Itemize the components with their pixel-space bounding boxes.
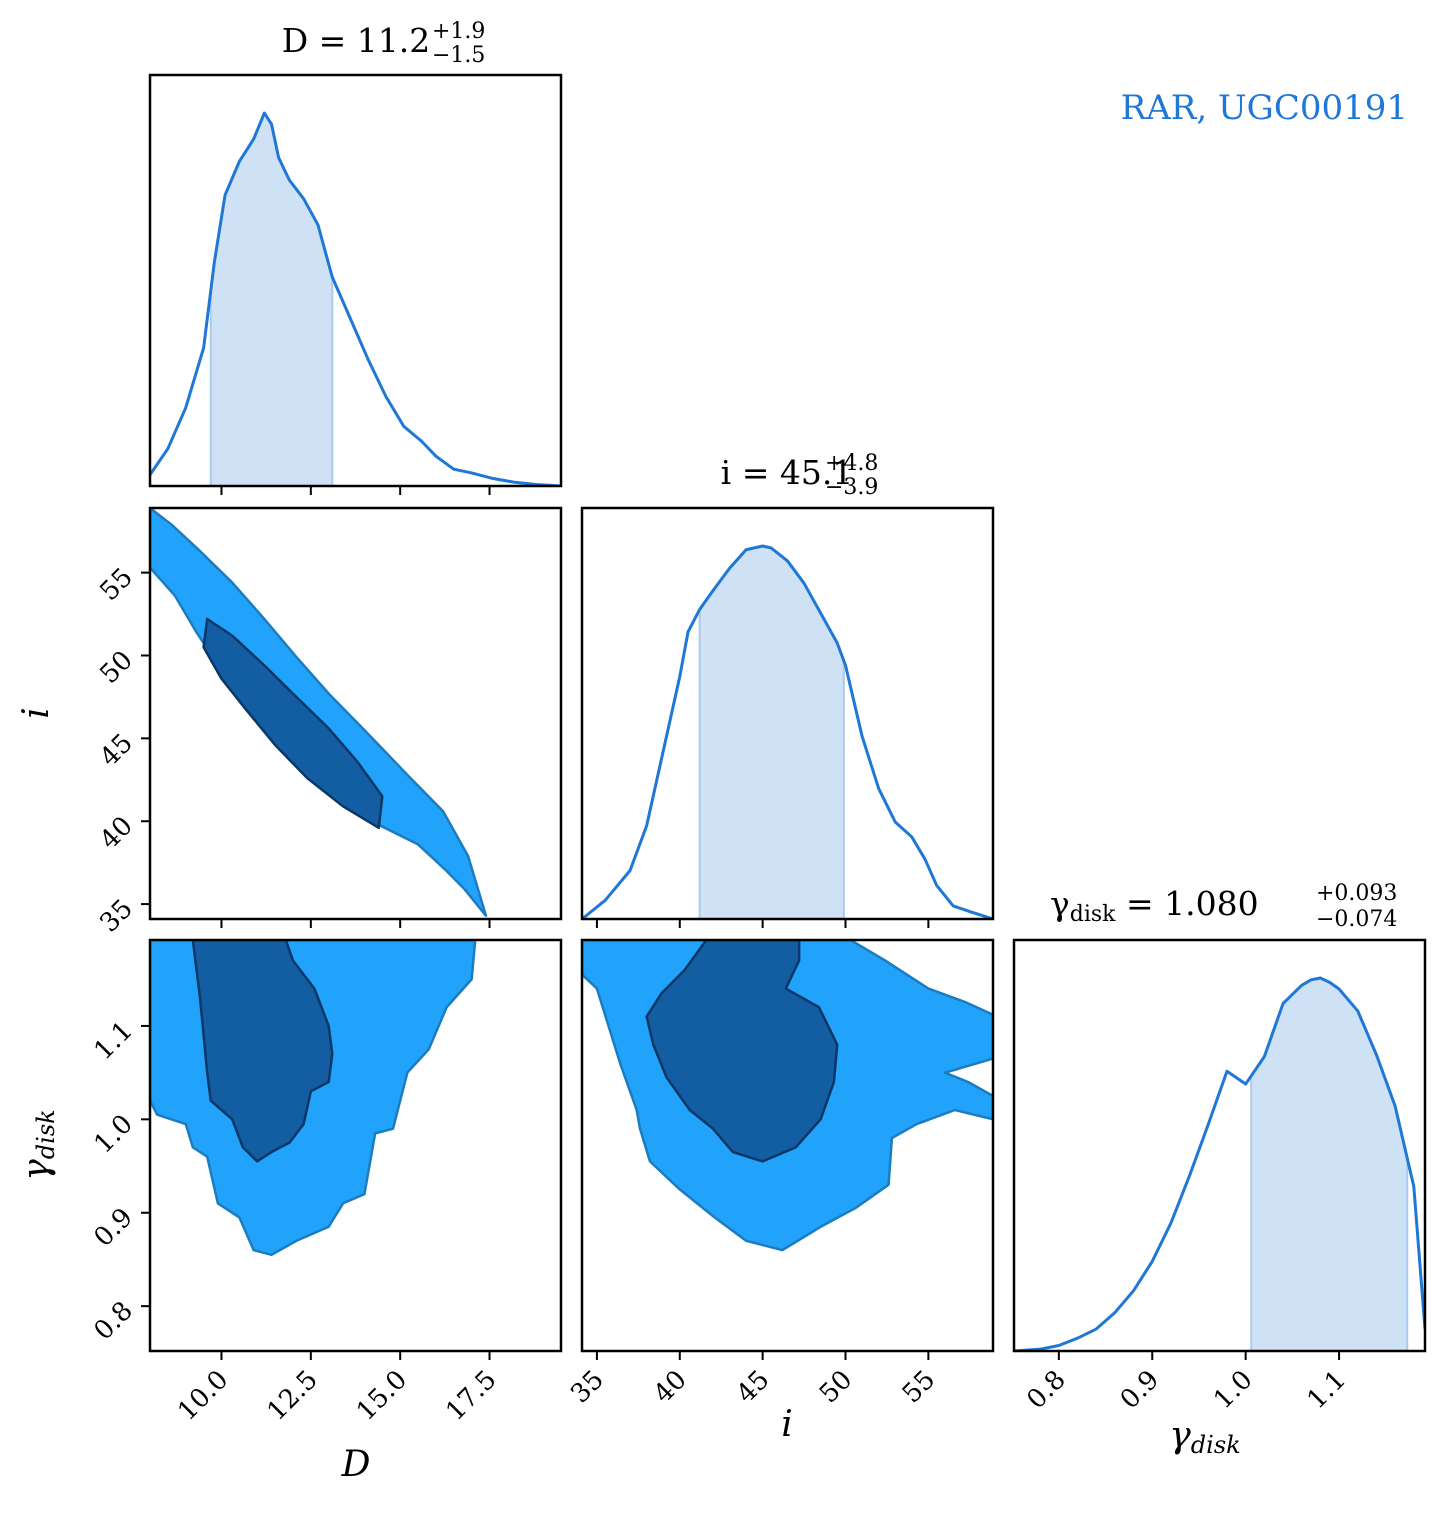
y-tick-label: 50 [94, 645, 139, 690]
axes-frame [580, 938, 995, 1353]
axes-frame [1012, 938, 1427, 1353]
panel-contour-i-gamma [580, 938, 995, 1353]
title-D: D = 11.2 [282, 21, 431, 60]
title-i-sup: +4.8 [825, 451, 878, 476]
title-i-sub: −3.9 [825, 475, 878, 500]
contour-68-region [645, 940, 839, 1163]
credible-interval-band [1251, 978, 1408, 1351]
panel-marginal-gamma [1012, 938, 1427, 1353]
title-gamma-symbol-sub: disk [1070, 902, 1116, 927]
x-tick-label: 17.5 [440, 1365, 502, 1427]
x-tick-label: 1.0 [1208, 1365, 1258, 1415]
x-tick-label: 40 [648, 1365, 693, 1410]
axes-frame [580, 506, 995, 921]
x-tick-label: 12.5 [262, 1365, 324, 1427]
title-D-main: D = 11.2 [282, 21, 431, 60]
title-gamma: γdisk = 1.080 [1050, 884, 1259, 927]
contour-plot-area [150, 508, 488, 917]
x-tick-label: 0.8 [1021, 1365, 1071, 1415]
contour-plot-area [582, 940, 993, 1252]
axes-frame [148, 506, 563, 921]
x-tick-label: 0.9 [1115, 1365, 1165, 1415]
y-tick-label: 40 [94, 811, 139, 856]
panel-marginal-D [148, 73, 563, 488]
title-gamma-value: = 1.080 [1115, 884, 1258, 923]
y-tick-label: 45 [94, 728, 139, 773]
credible-interval-band [210, 113, 333, 486]
x-tick-label: 15.0 [351, 1365, 413, 1427]
density-curve [582, 544, 993, 919]
marginal-plot-area [582, 544, 993, 919]
density-curve [1014, 976, 1425, 1351]
title-gamma-symbol: γ [1050, 884, 1070, 923]
y-tick-label: 1.0 [88, 1109, 138, 1159]
x-tick-label: 10.0 [172, 1365, 234, 1427]
ylabel-gamma: γdisk [16, 1109, 60, 1180]
panel-contour-D-i [148, 506, 563, 921]
panel-marginal-i [580, 506, 995, 921]
xlabel-i: i [781, 1404, 793, 1445]
axes-frame [148, 73, 563, 488]
x-tick-label: 55 [897, 1365, 942, 1410]
axes-frame [148, 938, 563, 1353]
contour-95-region [150, 508, 488, 917]
y-tick-label: 1.1 [88, 1016, 138, 1066]
xlabel-gamma: γdisk [1169, 1415, 1240, 1459]
panel-contour-D-gamma [148, 938, 563, 1353]
ylabel-gamma-symbol: γ [16, 1159, 57, 1181]
marginal-plot-area [1014, 976, 1425, 1351]
xlabel-D: D [341, 1444, 371, 1485]
contour-68-region [191, 940, 334, 1163]
credible-interval-band [699, 546, 844, 919]
title-gamma-sub: −0.074 [1316, 907, 1397, 932]
y-tick-label: 0.8 [88, 1296, 138, 1346]
title-i: i = 45.1 [721, 453, 854, 492]
xlabel-gamma-symbol: γ [1169, 1415, 1191, 1456]
x-tick-label: 1.1 [1302, 1365, 1352, 1415]
x-tick-label: 35 [565, 1365, 610, 1410]
legend-label: RAR, UGC00191 [1121, 88, 1408, 128]
y-tick-label: 35 [94, 894, 139, 939]
x-tick-label: 50 [814, 1365, 859, 1410]
title-D-sup: +1.9 [432, 19, 485, 44]
marginal-plot-area [150, 111, 561, 486]
x-tick-label: 45 [731, 1365, 776, 1410]
contour-plot-area [150, 940, 477, 1257]
ylabel-gamma-sub: disk [32, 1109, 60, 1159]
xlabel-gamma-sub: disk [1191, 1431, 1241, 1459]
density-curve [150, 111, 561, 486]
title-i-main: i = 45.1 [721, 453, 854, 492]
ylabel-i: i [16, 707, 57, 719]
title-gamma-sup: +0.093 [1316, 881, 1397, 906]
y-tick-label: 55 [94, 562, 139, 607]
title-D-sub: −1.5 [432, 43, 485, 68]
y-tick-label: 0.9 [88, 1202, 138, 1252]
contour-68-region [202, 617, 384, 830]
